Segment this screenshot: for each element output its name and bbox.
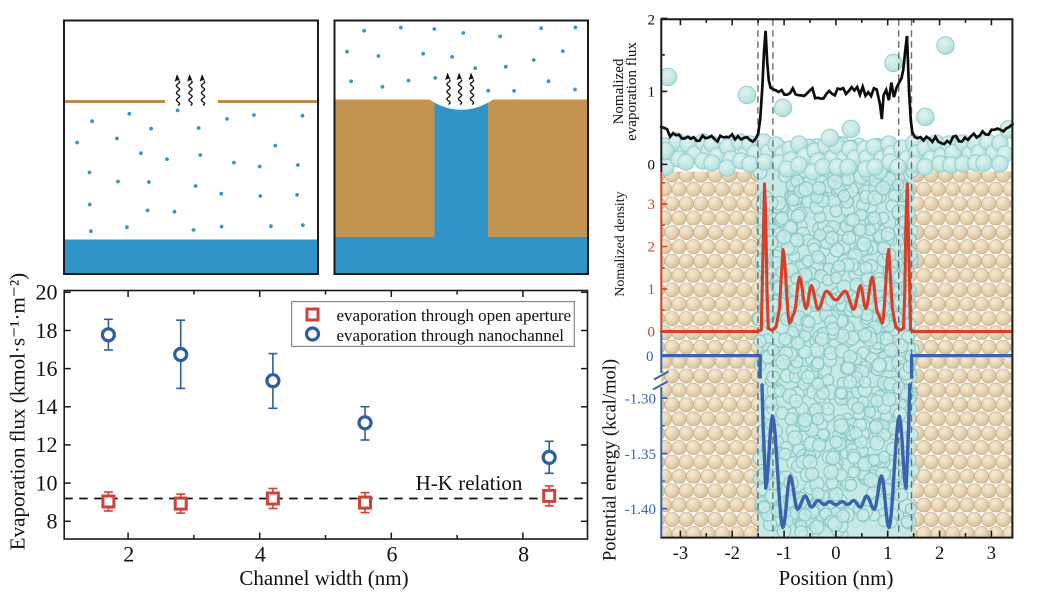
svg-text:2: 2 [648, 240, 656, 256]
svg-text:-3: -3 [673, 544, 688, 564]
svg-text:-1: -1 [776, 544, 791, 564]
svg-text:3: 3 [987, 544, 996, 564]
svg-text:2: 2 [123, 542, 134, 567]
svg-text:10: 10 [36, 470, 58, 495]
svg-text:0: 0 [648, 158, 656, 174]
svg-text:8: 8 [47, 509, 58, 534]
svg-text:H-K relation: H-K relation [416, 471, 523, 495]
svg-text:18: 18 [36, 318, 58, 343]
svg-text:14: 14 [36, 394, 58, 419]
svg-text:2: 2 [935, 544, 944, 564]
svg-text:2: 2 [648, 13, 656, 29]
svg-text:0: 0 [648, 325, 656, 341]
svg-text:1: 1 [648, 282, 656, 298]
svg-text:16: 16 [36, 356, 58, 381]
svg-text:evaporation through open apert: evaporation through open aperture [337, 306, 572, 325]
svg-text:-2: -2 [724, 544, 739, 564]
svg-text:0: 0 [646, 349, 654, 365]
svg-text:-1.35: -1.35 [625, 447, 656, 463]
svg-text:Evaporation flux (kmol·s⁻¹·m⁻²: Evaporation flux (kmol·s⁻¹·m⁻²) [6, 273, 30, 550]
svg-text:4: 4 [255, 542, 266, 567]
svg-text:1: 1 [883, 544, 892, 564]
svg-text:-1.30: -1.30 [625, 391, 656, 407]
svg-text:Channel width (nm): Channel width (nm) [239, 566, 408, 590]
svg-text:evaporation through nanochanne: evaporation through nanochannel [337, 326, 565, 345]
svg-text:20: 20 [36, 280, 58, 305]
svg-text:Nomalized density: Nomalized density [613, 191, 628, 296]
svg-text:0: 0 [831, 544, 840, 564]
svg-text:8: 8 [518, 542, 529, 567]
svg-text:12: 12 [36, 432, 58, 457]
svg-text:3: 3 [648, 197, 656, 213]
svg-text:1: 1 [648, 85, 656, 101]
svg-text:6: 6 [387, 542, 398, 567]
svg-text:evaporation flux: evaporation flux [624, 42, 640, 141]
svg-text:Potential energy (kcal/mol): Potential energy (kcal/mol) [601, 359, 621, 561]
svg-text:-1.40: -1.40 [625, 502, 656, 518]
svg-text:Nomalized: Nomalized [611, 58, 627, 124]
svg-text:Position (nm): Position (nm) [779, 566, 894, 590]
